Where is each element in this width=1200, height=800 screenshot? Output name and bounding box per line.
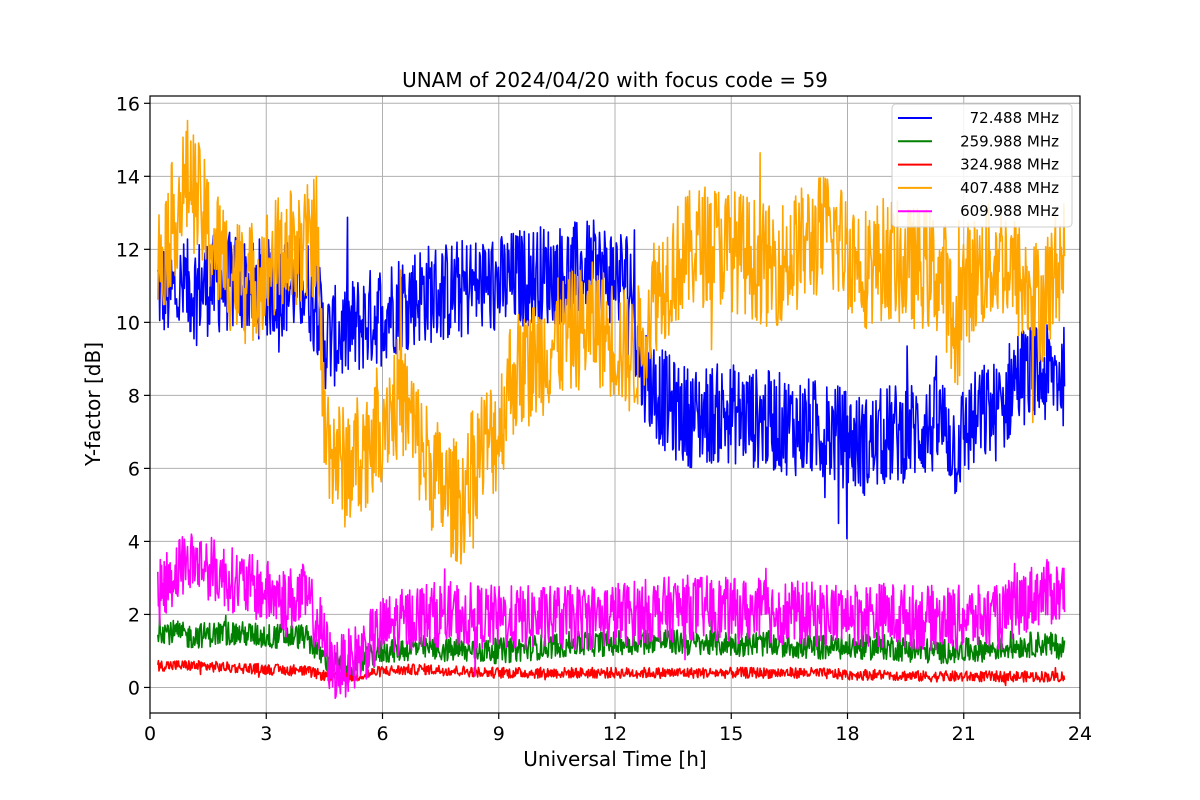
x-tick-label: 24 (1068, 723, 1092, 745)
x-axis-label: Universal Time [h] (523, 747, 706, 771)
y-tick-label: 0 (128, 677, 140, 699)
series-layer (157, 119, 1066, 699)
x-tick-label: 15 (719, 723, 743, 745)
y-tick-label: 12 (116, 239, 140, 261)
legend-box (891, 103, 1073, 228)
legend-label: 324.988 MHz (960, 156, 1059, 174)
x-tick-label: 9 (493, 723, 505, 745)
y-tick-label: 14 (116, 166, 140, 188)
series-line-4 (157, 533, 1066, 699)
y-tick-label: 8 (128, 385, 140, 407)
y-axis-label: Y-factor [dB] (81, 342, 105, 467)
chart-title: UNAM of 2024/04/20 with focus code = 59 (402, 68, 828, 92)
x-tick-label: 12 (603, 723, 627, 745)
x-tick-label: 0 (144, 723, 156, 745)
series-line-2 (157, 659, 1066, 687)
x-tick-label: 3 (260, 723, 272, 745)
y-tick-label: 4 (128, 531, 140, 553)
series-line-3 (157, 119, 1066, 565)
legend-label: 609.988 MHz (960, 202, 1059, 220)
legend-label: 72.488 MHz (970, 109, 1059, 127)
legend: 72.488 MHz 259.988 MHz 324.988 MHz 407.488 … (891, 103, 1073, 228)
x-tick-label: 21 (952, 723, 976, 745)
legend-label: 259.988 MHz (960, 132, 1059, 150)
x-tick-label: 6 (376, 723, 388, 745)
y-tick-label: 10 (116, 312, 140, 334)
y-tick-label: 6 (128, 458, 140, 480)
legend-label: 407.488 MHz (960, 179, 1059, 197)
y-tick-label: 16 (116, 93, 140, 115)
series-line-0 (157, 216, 1066, 540)
x-tick-label: 18 (835, 723, 859, 745)
y-tick-label: 2 (128, 604, 140, 626)
